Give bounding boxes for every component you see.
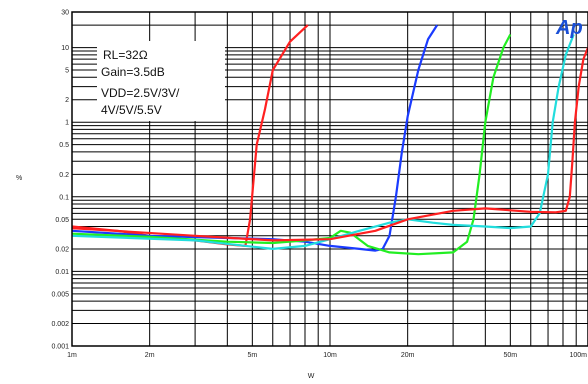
y-tick-label: 0.05: [55, 217, 69, 224]
brand-logo: Ap: [555, 17, 583, 39]
y-tick-label: 0.01: [55, 269, 69, 276]
y-tick-label: 0.005: [51, 291, 69, 298]
y-tick-label: 1: [65, 120, 69, 127]
y-tick-labels: 30 10 5 2 1 0.5 0.2 0.1 0.05 0.02 0.01 0.005 0.002 0.…: [51, 10, 69, 351]
annotation-line-3: VDD=2.5V/3V/: [101, 86, 180, 100]
y-tick-label: 0.1: [59, 194, 69, 201]
plot-frame: [71, 11, 588, 347]
series-line-5: [71, 47, 588, 242]
y-tick-label: 2: [65, 97, 69, 104]
x-tick-label: 20m: [401, 352, 415, 359]
y-tick-label: 0.2: [59, 172, 69, 179]
x-tick-labels: 1m 2m 5m 10m 20m 50m 100m: [67, 352, 587, 359]
annotation-box: [97, 41, 225, 121]
y-axis-label: %: [16, 175, 22, 182]
series-line-3: [71, 33, 512, 256]
annotation-line-2: Gain=3.5dB: [101, 65, 165, 79]
annotation-line-4: 4V/5V/5.5V: [101, 103, 162, 117]
x-axis-label: W: [308, 373, 315, 380]
y-tick-label: 0.001: [51, 344, 69, 351]
x-tick-label: 50m: [504, 352, 518, 359]
x-tick-label: 1m: [67, 352, 77, 359]
y-tick-label: 10: [61, 45, 69, 52]
data-series: [71, 24, 588, 256]
series-line-4: [71, 34, 575, 250]
y-tick-label: 30: [61, 10, 69, 17]
y-tick-label: 0.002: [51, 321, 69, 328]
y-tick-label: 5: [65, 68, 69, 75]
grid-lines: [72, 12, 588, 346]
y-tick-label: 0.02: [55, 246, 69, 253]
x-tick-label: 5m: [247, 352, 257, 359]
x-tick-label: 2m: [145, 352, 155, 359]
x-tick-label: 100m: [569, 352, 587, 359]
plot-border: [71, 11, 588, 347]
y-tick-label: 0.5: [59, 142, 69, 149]
x-tick-label: 10m: [323, 352, 337, 359]
annotation-line-1: RL=32Ω: [103, 48, 148, 62]
